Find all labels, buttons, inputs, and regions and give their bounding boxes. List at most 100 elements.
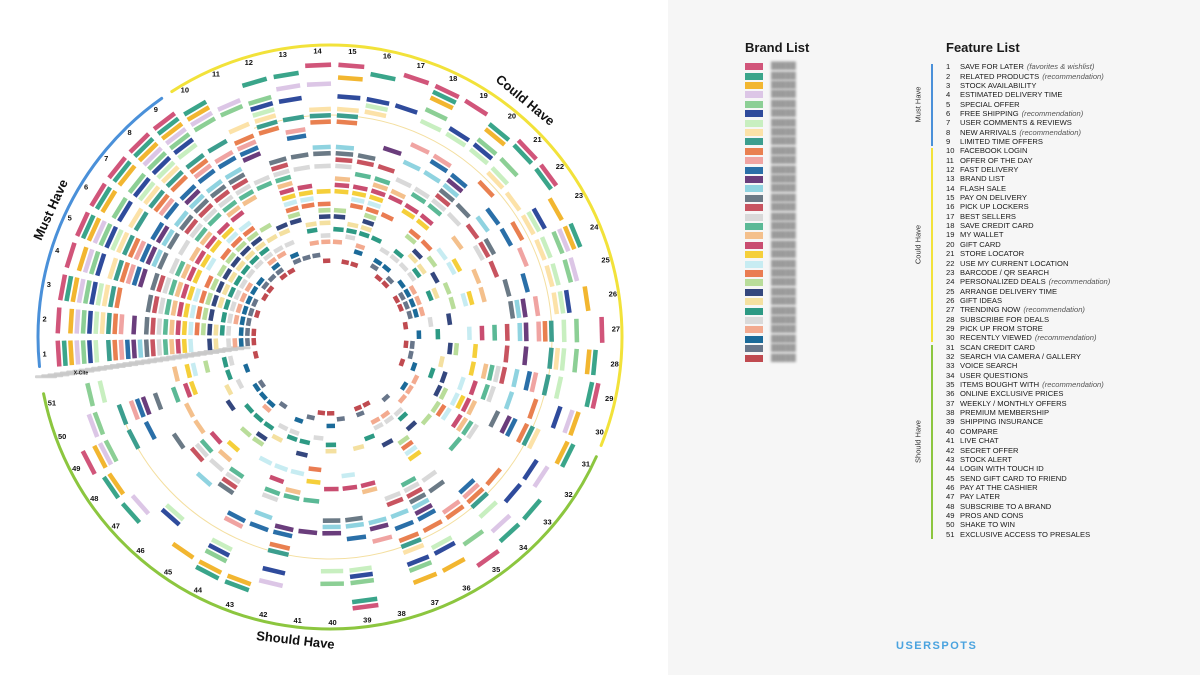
heat-cell <box>346 221 359 229</box>
brand-name-blurred: █████ <box>771 316 796 324</box>
brand-name-blurred: █████ <box>771 110 796 118</box>
heat-cell <box>305 62 332 69</box>
heat-cell <box>264 486 281 497</box>
heat-cell <box>282 114 305 123</box>
heat-cell <box>75 211 90 237</box>
heat-cell <box>503 482 522 504</box>
heat-cell <box>409 142 430 155</box>
heat-cell <box>104 225 119 249</box>
heat-cell <box>373 421 384 431</box>
heat-cell <box>521 425 535 447</box>
heat-cell <box>281 193 296 202</box>
heat-cell <box>370 188 386 198</box>
heat-cell <box>392 295 401 304</box>
heat-cell <box>346 534 367 542</box>
heat-cell <box>402 159 421 172</box>
heat-cell <box>239 426 253 438</box>
heat-cell <box>364 109 387 119</box>
brand-name-blurred: █████ <box>771 335 796 343</box>
heat-cell <box>313 435 324 441</box>
heat-cell <box>289 428 300 436</box>
heat-cell <box>429 95 454 111</box>
heat-cell <box>110 228 124 252</box>
heat-cell <box>210 277 220 291</box>
feature-number: 20 <box>946 239 955 249</box>
heat-cell <box>490 513 512 534</box>
heat-cell <box>542 321 548 342</box>
heat-cell <box>93 311 100 334</box>
brand-name-blurred: █████ <box>771 222 796 230</box>
brand-swatch <box>745 63 763 71</box>
heat-cell <box>322 530 342 536</box>
category-number: 51 <box>48 399 56 408</box>
heat-cell <box>286 434 298 442</box>
heat-cell <box>229 301 237 312</box>
heat-cell <box>363 433 376 442</box>
heat-cell <box>239 145 259 158</box>
heat-cell <box>471 268 482 285</box>
brand-row: █████ <box>745 335 796 344</box>
heat-cell <box>559 348 567 371</box>
heat-cell <box>476 549 500 568</box>
heat-cell <box>226 510 247 524</box>
heat-cell <box>460 397 472 413</box>
brand-row: █████ <box>745 165 796 174</box>
heat-cell <box>492 365 501 383</box>
heat-cell <box>223 515 244 529</box>
feature-name: LIMITED TIME OFFERS <box>960 136 1043 146</box>
heat-cell <box>68 340 75 366</box>
heat-cell <box>406 271 417 282</box>
brand-row: █████ <box>745 100 796 109</box>
heat-cell <box>276 250 287 260</box>
heat-cell <box>268 156 287 166</box>
heat-cell <box>462 529 485 547</box>
heat-cell <box>408 560 433 574</box>
heat-cell <box>584 349 592 375</box>
heat-cell <box>230 210 245 223</box>
heat-cell <box>245 327 251 337</box>
brand-swatch <box>745 288 763 296</box>
heat-cell <box>488 260 500 278</box>
heat-cell <box>210 537 233 552</box>
feature-name: BRAND LIST <box>960 174 1005 184</box>
brand-name-blurred: █████ <box>771 298 796 306</box>
heat-cell <box>270 162 289 172</box>
heat-cell <box>275 222 289 231</box>
brand-row: █████ <box>745 184 796 193</box>
heat-cell <box>484 127 506 147</box>
heat-cell <box>273 70 300 80</box>
heat-cell <box>161 228 175 247</box>
heat-cell <box>390 508 409 520</box>
heat-cell <box>271 262 281 271</box>
heat-cell <box>221 226 235 240</box>
heat-cell <box>162 277 172 295</box>
heat-cell <box>561 319 567 343</box>
feature-row: 38 PREMIUM MEMBERSHIP <box>946 408 1049 417</box>
feature-row: 45 SEND GIFT CARD TO FRIEND <box>946 473 1067 483</box>
heat-cell <box>117 200 133 223</box>
brand-row: █████ <box>745 306 796 315</box>
heat-cell <box>370 416 381 425</box>
category-number: 22 <box>556 162 564 171</box>
heat-cell <box>203 360 211 374</box>
feature-number: 5 <box>946 99 951 109</box>
userspots-logo: USERSPOTS <box>896 640 978 652</box>
heat-cell <box>64 242 77 269</box>
feature-name: PREMIUM MEMBERSHIP <box>960 408 1050 418</box>
heat-cell <box>446 313 453 326</box>
heat-cell <box>326 423 336 429</box>
heat-cell <box>502 278 512 297</box>
heat-cell <box>150 317 156 335</box>
heat-cell <box>574 318 580 343</box>
heat-cell <box>272 168 290 178</box>
heat-cell <box>207 212 222 227</box>
feature-number: 36 <box>946 389 955 399</box>
heat-cell <box>151 295 160 314</box>
heat-cell <box>87 310 93 334</box>
heat-cell <box>529 372 539 393</box>
feature-name: ONLINE EXCLUSIVE PRICES <box>960 389 1064 399</box>
heat-cell <box>233 289 242 301</box>
heat-cell <box>441 499 461 515</box>
feature-name: ITEMS BOUGHT WITH <box>960 380 1040 390</box>
category-number: 45 <box>164 568 172 577</box>
